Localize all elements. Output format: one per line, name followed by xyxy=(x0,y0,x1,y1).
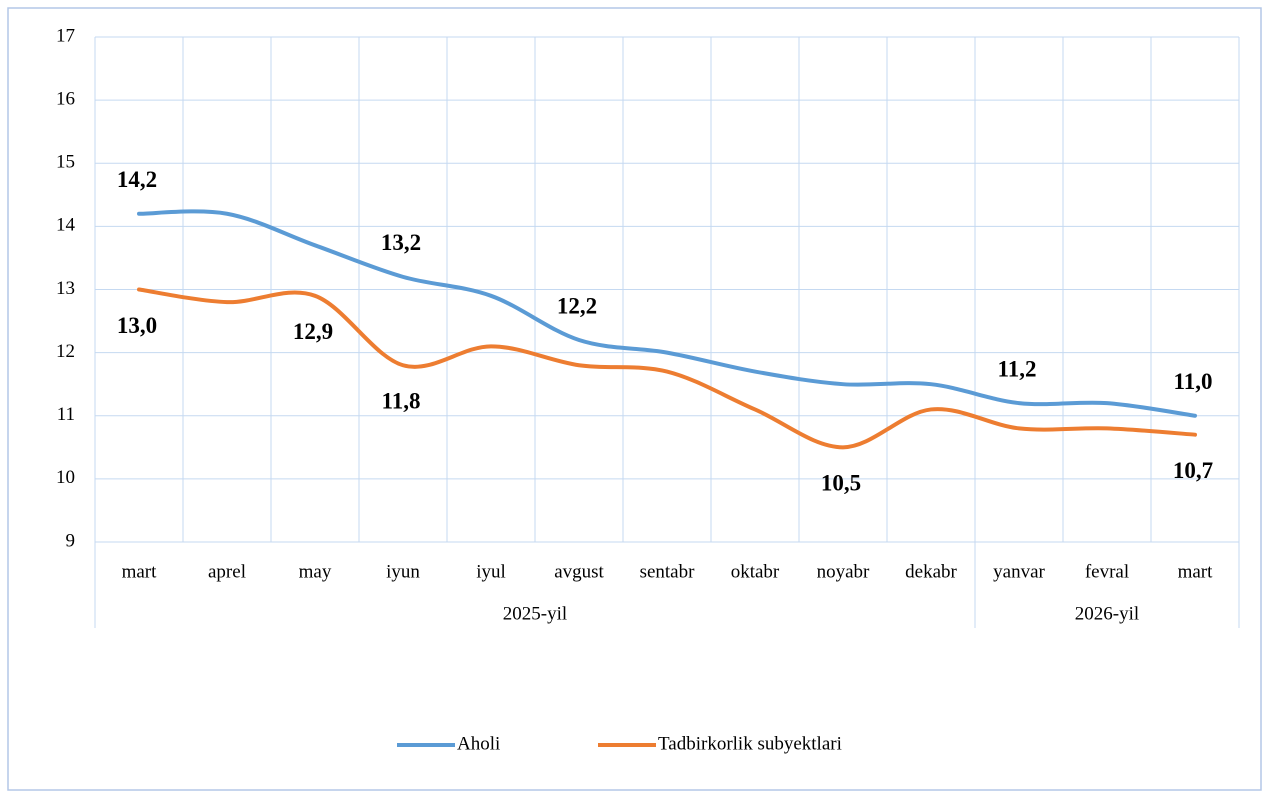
y-tick-label: 17 xyxy=(56,25,75,46)
data-label: 13,2 xyxy=(381,230,421,255)
x-tick-label: aprel xyxy=(208,561,246,582)
series-line xyxy=(137,209,1197,418)
data-label: 12,2 xyxy=(557,293,597,318)
x-tick-label: noyabr xyxy=(817,561,870,582)
y-tick-label: 12 xyxy=(56,341,75,362)
x-tick-label: iyul xyxy=(476,561,506,582)
data-label: 10,7 xyxy=(1173,458,1213,483)
data-label: 13,0 xyxy=(117,313,157,338)
data-label: 12,9 xyxy=(293,319,333,344)
y-tick-label: 14 xyxy=(56,215,76,236)
data-label: 11,2 xyxy=(998,356,1037,381)
x-tick-label: fevral xyxy=(1085,561,1129,582)
x-tick-label: oktabr xyxy=(731,561,780,582)
x-tick-label: mart xyxy=(1178,561,1214,582)
x-tick-label: iyun xyxy=(386,561,420,582)
y-tick-label: 15 xyxy=(56,152,75,173)
y-tick-label: 9 xyxy=(66,530,76,551)
y-tick-label: 11 xyxy=(57,404,75,425)
x-tick-label: yanvar xyxy=(993,561,1045,582)
x-tick-label: sentabr xyxy=(640,561,696,582)
legend-label: Tadbirkorlik subyektlari xyxy=(658,733,842,754)
data-label: 10,5 xyxy=(821,471,861,496)
x-tick-label: may xyxy=(299,561,332,582)
y-tick-label: 10 xyxy=(56,467,75,488)
chart-frame xyxy=(7,7,1262,791)
data-label: 11,0 xyxy=(1174,369,1213,394)
x-tick-label: mart xyxy=(122,561,158,582)
y-tick-label: 13 xyxy=(56,278,75,299)
data-label: 11,8 xyxy=(382,389,421,414)
x-tick-label: dekabr xyxy=(905,561,957,582)
data-label: 14,2 xyxy=(117,167,157,192)
legend-label: Aholi xyxy=(457,733,500,754)
x-tick-label: avgust xyxy=(554,561,604,582)
series-line xyxy=(137,287,1197,450)
group-label: 2026-yil xyxy=(1075,603,1139,624)
group-label: 2025-yil xyxy=(503,603,567,624)
y-tick-label: 16 xyxy=(56,88,75,109)
